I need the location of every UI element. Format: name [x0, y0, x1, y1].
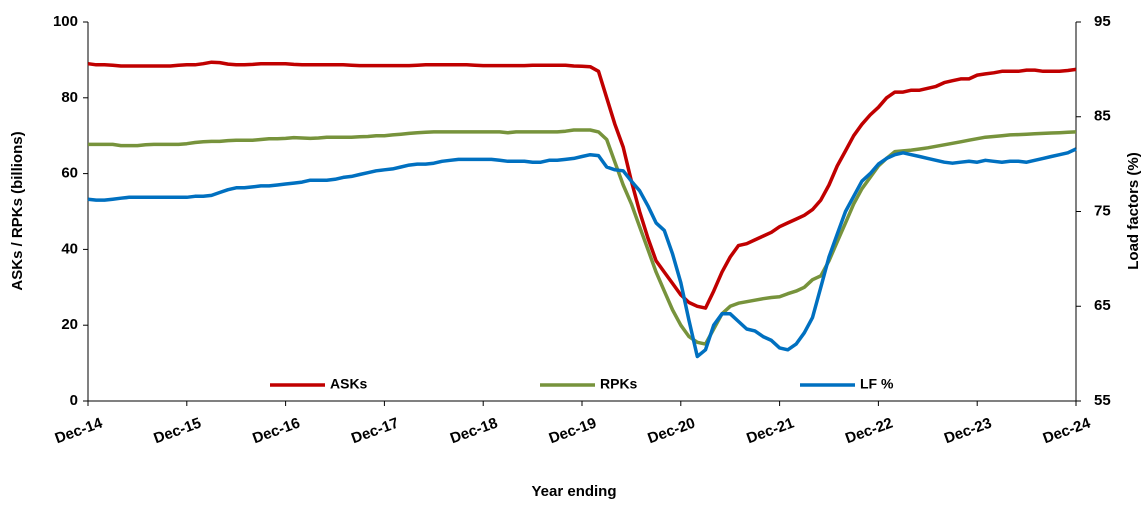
- x-tick-label: Dec-24: [1041, 414, 1094, 447]
- series-line: [88, 128, 1077, 346]
- x-tick-label: Dec-17: [349, 415, 401, 448]
- y2-tick-label: 85: [1094, 108, 1111, 125]
- y-axis-title: ASKs / RPKs (billions): [9, 131, 26, 290]
- y2-tick-label: 65: [1094, 297, 1111, 314]
- x-tick-label: Dec-22: [843, 415, 895, 448]
- y-tick-label: 40: [61, 240, 78, 257]
- y-tick-label: 20: [61, 316, 78, 333]
- legend-label: LF %: [860, 376, 894, 392]
- y2-tick-label: 55: [1094, 392, 1111, 409]
- series-line: [87, 60, 1077, 310]
- y-tick-label: 100: [53, 13, 78, 30]
- y-tick-label: 60: [61, 165, 78, 182]
- y2-tick-label: 75: [1094, 202, 1111, 219]
- x-tick-label: Dec-14: [53, 414, 106, 447]
- x-tick-label: Dec-21: [744, 415, 796, 448]
- x-axis-title: Year ending: [531, 483, 616, 500]
- x-tick-label: Dec-16: [250, 415, 302, 448]
- y2-axis-title: Load factors (%): [1125, 152, 1142, 270]
- x-tick-label: Dec-15: [151, 415, 203, 448]
- y-tick-label: 80: [61, 89, 78, 106]
- legend-label: RPKs: [600, 376, 638, 392]
- x-tick-label: Dec-20: [645, 415, 697, 448]
- x-tick-label: Dec-23: [942, 415, 994, 448]
- series-line: [87, 147, 1077, 359]
- legend-label: ASKs: [330, 376, 368, 392]
- x-tick-label: Dec-19: [547, 415, 599, 448]
- y2-tick-label: 95: [1094, 13, 1111, 30]
- x-tick-label: Dec-18: [448, 415, 500, 448]
- y-tick-label: 0: [70, 392, 78, 409]
